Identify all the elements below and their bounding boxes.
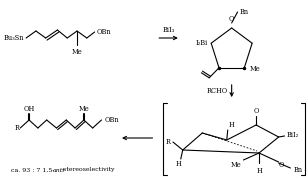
Text: Me: Me [231,161,241,169]
Text: Bn: Bn [240,8,249,16]
Text: R: R [14,124,19,132]
Text: BiI₃: BiI₃ [162,26,175,34]
Text: I₂Bi: I₂Bi [196,39,208,47]
Text: anti: anti [53,167,65,172]
Text: BiI₂: BiI₂ [286,131,299,139]
Text: H: H [256,167,262,175]
Text: OBn: OBn [104,116,119,124]
Text: Me: Me [72,48,83,56]
Text: OBn: OBn [97,28,111,36]
Text: O: O [279,161,284,169]
Text: O: O [253,107,259,115]
Text: R: R [166,138,171,146]
Text: Bn: Bn [293,166,302,174]
Text: Bu₃Sn: Bu₃Sn [4,34,24,42]
Text: -stereoselectivity: -stereoselectivity [61,167,115,172]
Text: ca. 93 : 7 1,5-: ca. 93 : 7 1,5- [11,167,55,172]
Text: H: H [229,121,234,129]
Text: Me: Me [79,105,89,113]
Text: RCHO: RCHO [206,87,228,95]
Text: O: O [229,15,234,23]
Text: Me: Me [249,65,260,73]
Text: H: H [176,160,182,168]
Text: OH: OH [23,105,35,113]
